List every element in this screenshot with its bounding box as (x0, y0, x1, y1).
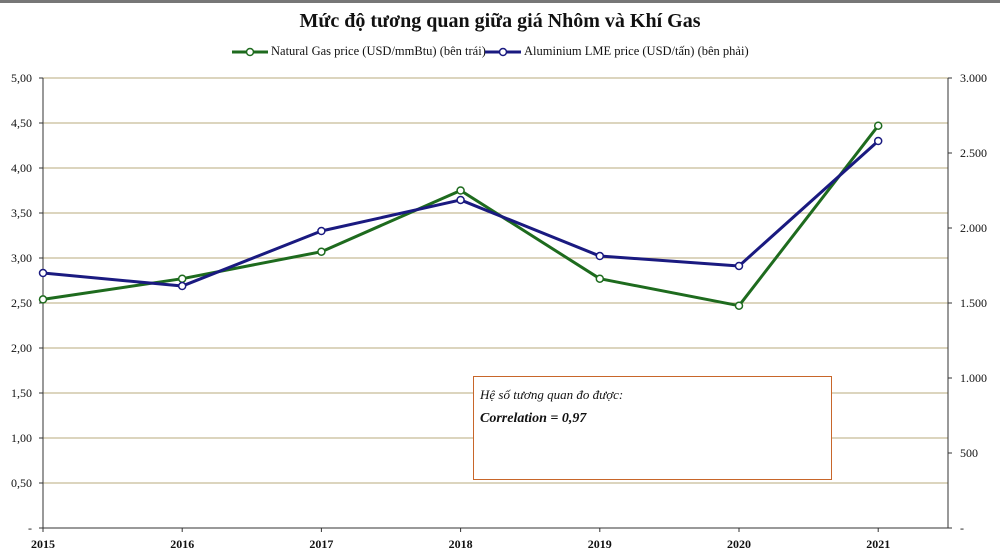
data-point-aluminium (177, 281, 187, 291)
x-tick-label: 2016 (170, 537, 194, 551)
right-tick-label: 2.500 (960, 146, 987, 160)
legend-item-gas: Natural Gas price (USD/mmBtu) (bên trái) (232, 44, 486, 59)
data-point-aluminium (456, 195, 465, 205)
right-tick-label: 500 (960, 446, 978, 460)
data-point-aluminium (734, 261, 744, 271)
data-point-aluminium (317, 226, 326, 236)
correlation-annotation: Hệ số tương quan đo được: Correlation = … (473, 376, 832, 480)
legend-item-aluminium: Aluminium LME price (USD/tấn) (bên phải) (485, 44, 749, 59)
right-tick-label: 2.000 (960, 221, 987, 235)
data-point-gas (456, 186, 465, 195)
right-tick-label: 1.500 (960, 296, 987, 310)
top-border (0, 0, 1000, 3)
left-tick-label: 1,50 (11, 386, 32, 400)
chart-title: Mức độ tương quan giữa giá Nhôm và Khí G… (299, 10, 701, 32)
data-point-gas (873, 121, 883, 130)
legend-gas-marker-icon (232, 47, 268, 56)
right-tick-label: 3.000 (960, 71, 987, 85)
left-tick-label: - (28, 521, 32, 535)
x-tick-label: 2020 (727, 537, 751, 551)
x-tick-label: 2017 (309, 537, 333, 551)
data-point-aluminium (595, 251, 605, 261)
data-point-gas (38, 295, 48, 304)
series-line-gas (42, 124, 880, 308)
legend-gas-label: Natural Gas price (USD/mmBtu) (bên trái) (271, 44, 486, 58)
left-tick-label: 2,00 (11, 341, 32, 355)
left-tick-label: 4,50 (11, 116, 32, 130)
left-tick-label: 1,00 (11, 431, 32, 445)
left-tick-label: 4,00 (11, 161, 32, 175)
left-tick-label: 3,00 (11, 251, 32, 265)
data-point-gas (317, 247, 326, 256)
annotation-correlation: Correlation = 0,97 (480, 411, 587, 426)
data-point-gas (177, 274, 187, 283)
x-tick-label: 2018 (449, 537, 473, 551)
right-tick-label: - (960, 521, 964, 535)
x-tick-label: 2015 (31, 537, 55, 551)
data-point-gas (734, 301, 744, 310)
annotation-line-1: Hệ số tương quan đo được: (480, 387, 624, 402)
left-tick-label: 0,50 (11, 476, 32, 490)
x-tick-label: 2019 (588, 537, 612, 551)
right-tick-label: 1.000 (960, 371, 987, 385)
left-tick-label: 3,50 (11, 206, 32, 220)
x-tick-label: 2021 (866, 537, 890, 551)
data-point-aluminium (38, 268, 48, 278)
data-point-aluminium (873, 136, 883, 146)
legend-aluminium-marker-icon (485, 47, 521, 56)
data-point-gas (595, 274, 605, 283)
left-tick-label: 5,00 (11, 71, 32, 85)
left-tick-label: 2,50 (11, 296, 32, 310)
legend-aluminium-label: Aluminium LME price (USD/tấn) (bên phải) (524, 44, 749, 58)
